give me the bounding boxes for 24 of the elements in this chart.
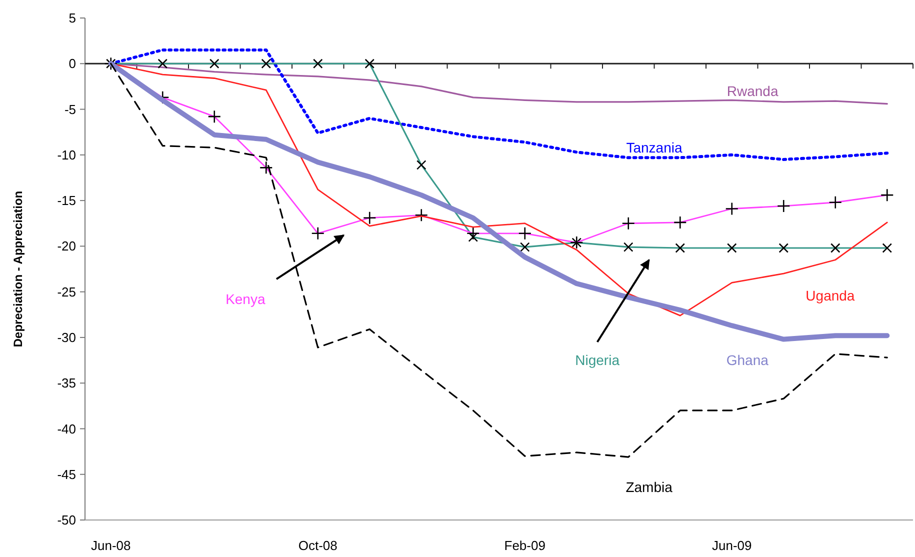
y-tick-label: -30 bbox=[57, 330, 76, 346]
series-label: Uganda bbox=[806, 287, 855, 304]
x-tick-label: Feb-09 bbox=[504, 538, 546, 553]
x-tick-label: Oct-08 bbox=[298, 538, 338, 553]
y-tick-label: -15 bbox=[57, 193, 76, 208]
x-tick-label: Jun-09 bbox=[712, 538, 752, 553]
text: Kenya bbox=[226, 291, 266, 308]
y-tick-label: -40 bbox=[57, 421, 76, 436]
y-axis-title: Depreciation - Appreciation bbox=[11, 190, 25, 348]
y-tick-label: -10 bbox=[57, 147, 76, 162]
x-tick-label: Jun-08 bbox=[91, 538, 131, 553]
y-tick-label: -25 bbox=[57, 284, 76, 300]
y-tick-label: -50 bbox=[57, 512, 76, 528]
text: Nigeria bbox=[575, 352, 620, 368]
series-label: Rwanda bbox=[726, 82, 778, 99]
y-tick-label: -45 bbox=[57, 466, 76, 482]
y-tick-label: 5 bbox=[68, 10, 76, 26]
y-tick-label: 0 bbox=[68, 56, 76, 72]
y-tick-label: -35 bbox=[57, 376, 76, 391]
series-label: Ghana bbox=[726, 352, 769, 368]
y-tick-label: -5 bbox=[64, 102, 76, 117]
series-label: Zambia bbox=[626, 479, 673, 496]
series-label: Tanzania bbox=[626, 140, 682, 156]
y-tick-label: -20 bbox=[57, 238, 76, 254]
